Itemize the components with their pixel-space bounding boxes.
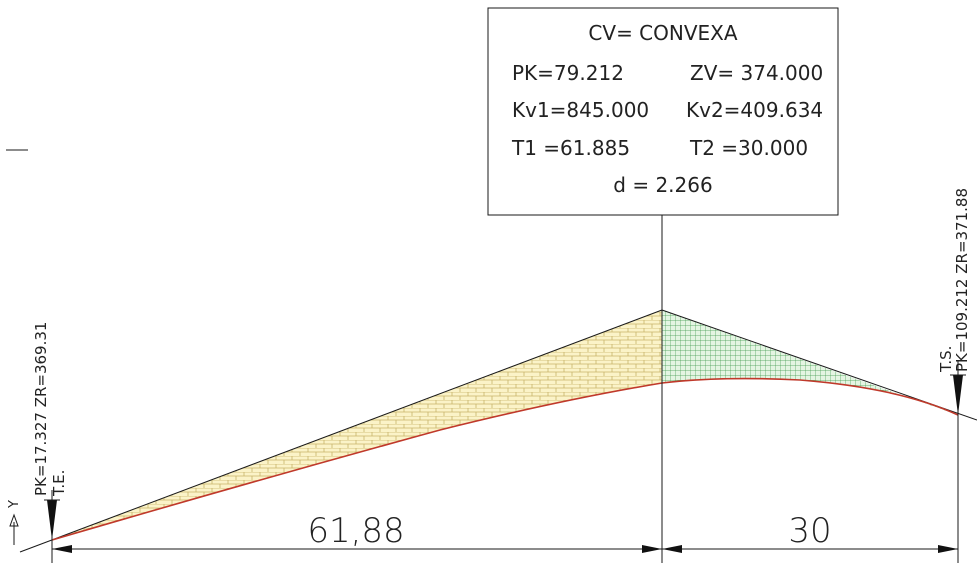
end-pk-zr-label: PK=109.212 ZR=371.88 bbox=[953, 188, 971, 372]
dim-arrow-right-start bbox=[662, 545, 682, 553]
dim-arrow-right-end bbox=[938, 545, 958, 553]
kv2-label: Kv2=409.634 bbox=[686, 98, 823, 122]
t1-label: T1 =61.885 bbox=[511, 136, 630, 160]
dim-arrow-left-end bbox=[642, 545, 662, 553]
end-marker-arrow bbox=[953, 375, 963, 415]
left-tangent-line bbox=[19, 309, 663, 553]
dim-arrow-left-start bbox=[52, 545, 72, 553]
d-label: d = 2.266 bbox=[613, 173, 712, 197]
y-axis-label: Y bbox=[7, 500, 22, 509]
kv1-label: Kv1=845.000 bbox=[512, 98, 649, 122]
curve-type-label: CV= CONVEXA bbox=[588, 21, 737, 45]
start-tag-label: T.E. bbox=[50, 470, 68, 497]
t2-label: T2 =30.000 bbox=[689, 136, 808, 160]
start-pk-zr-label: PK=17.327 ZR=369.31 bbox=[32, 322, 50, 496]
vertical-curve bbox=[51, 377, 959, 541]
y-axis-arrowhead bbox=[9, 513, 19, 527]
dimension-left-label: 61,88 bbox=[307, 511, 404, 551]
vertex-pk-label: PK=79.212 bbox=[512, 61, 624, 85]
end-tag-label: T.S. bbox=[937, 346, 955, 373]
dimension-right-label: 30 bbox=[788, 511, 831, 551]
start-marker-arrow bbox=[47, 500, 57, 540]
curve-info-box bbox=[487, 7, 839, 216]
vertex-zv-label: ZV= 374.000 bbox=[690, 61, 823, 85]
